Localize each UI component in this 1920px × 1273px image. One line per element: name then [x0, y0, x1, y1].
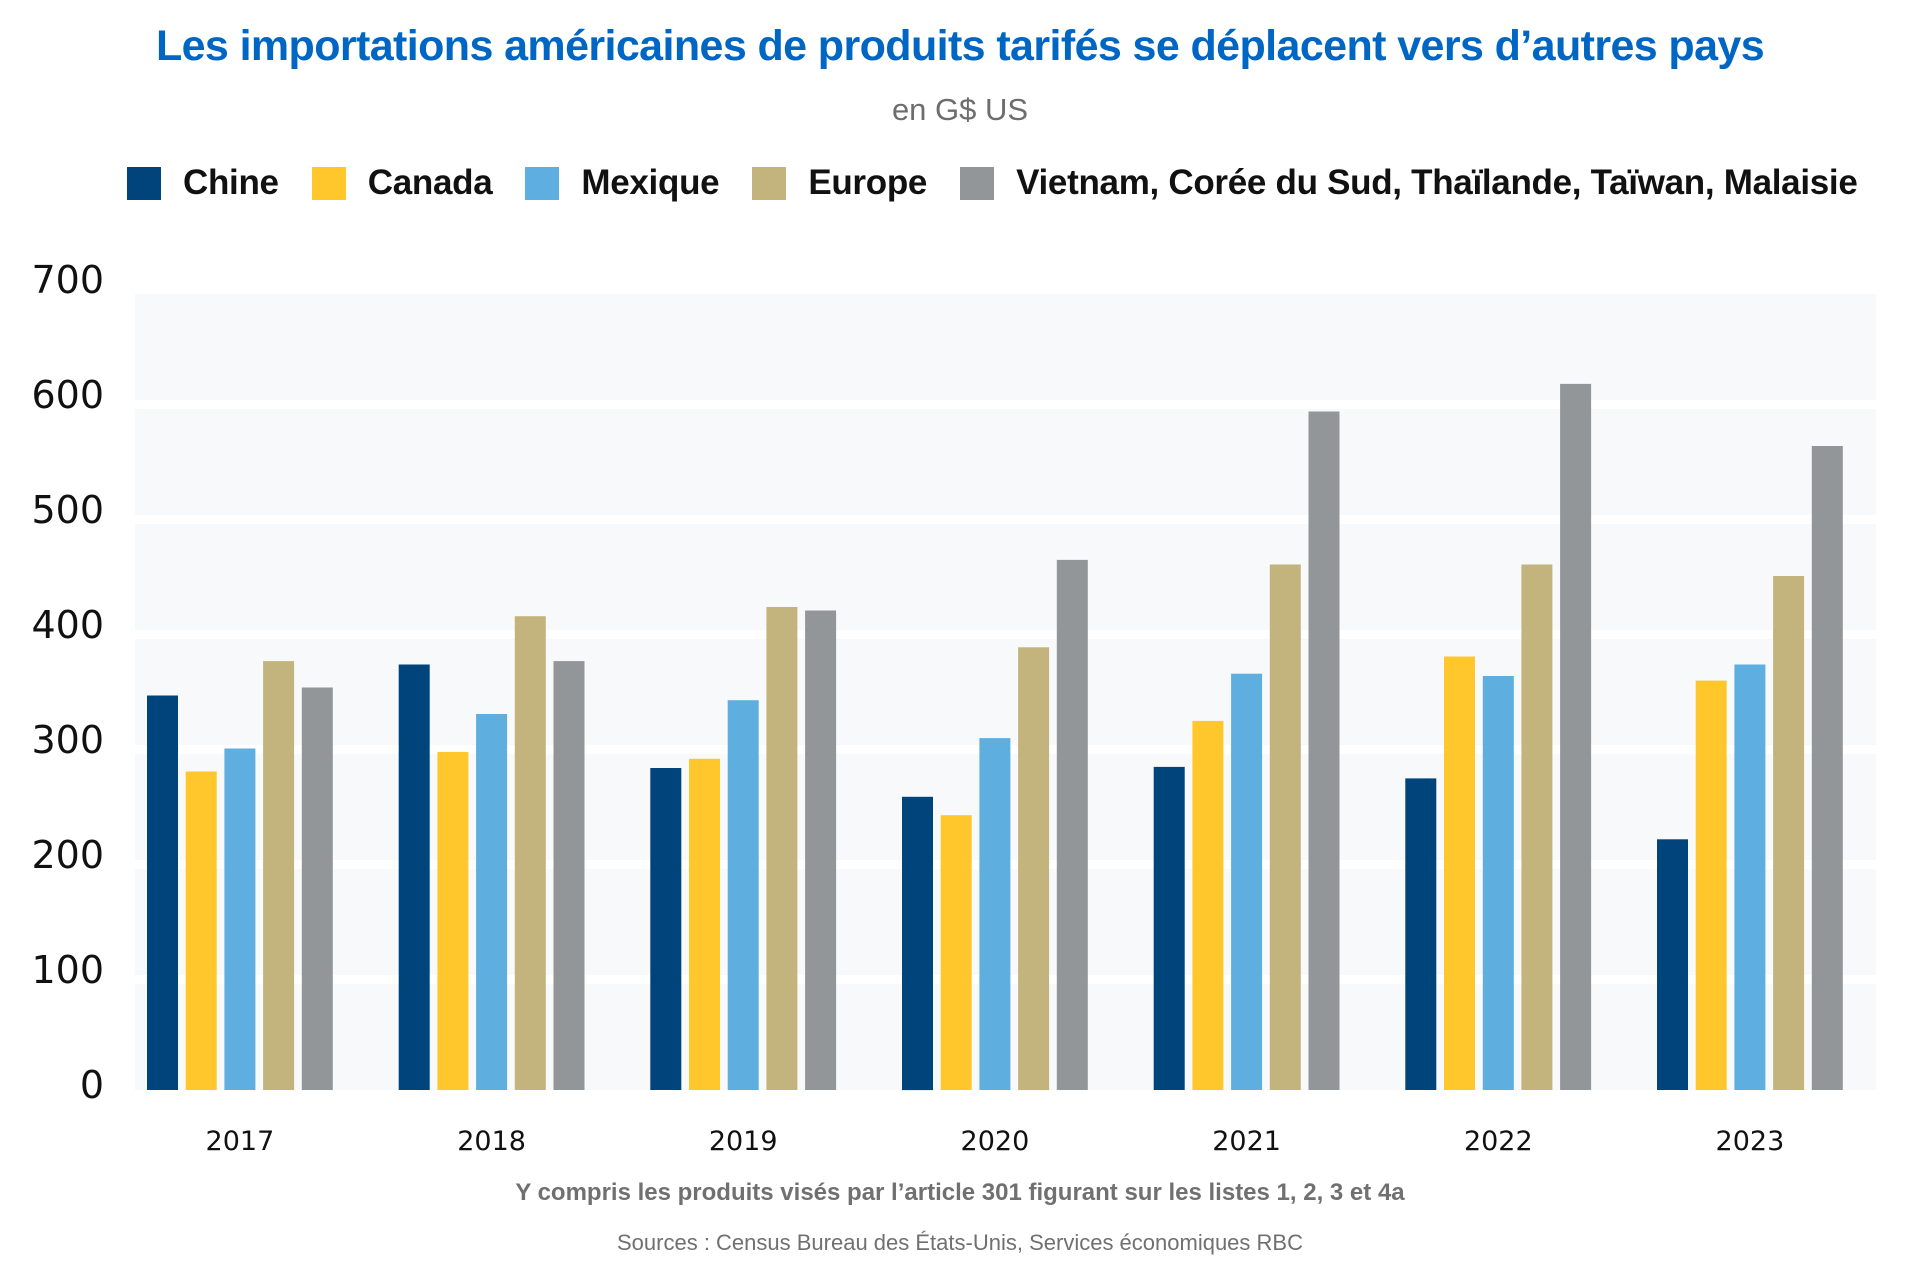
- x-axis: 2017 2018 2019 2020 2021 2022 2023: [206, 1126, 1785, 1157]
- chart-footnote: Y compris les produits visés par l’artic…: [515, 1179, 1405, 1206]
- bar-vietnam-2023: [1811, 446, 1843, 1090]
- legend-item-canada: Canada: [311, 163, 493, 203]
- bar-chine-2021: [1153, 766, 1185, 1090]
- chart-sources: Sources : Census Bureau des États-Unis, …: [617, 1230, 1303, 1255]
- x-tick-label: 2020: [961, 1126, 1030, 1157]
- legend: Chine Canada Mexique Europe Vietnam, Cor…: [127, 163, 1891, 203]
- legend-item-mexique: Mexique: [525, 163, 720, 203]
- legend-item-europe: Europe: [752, 163, 927, 203]
- legend-item-chine: Chine: [127, 163, 279, 203]
- y-tick-label: 300: [31, 718, 104, 762]
- legend-item-asie: Vietnam, Corée du Sud, Thaïlande, Taïwan…: [960, 163, 1858, 203]
- bar-mexique-2023: [1734, 664, 1766, 1090]
- y-tick-label: 600: [31, 373, 104, 417]
- y-tick-label: 700: [31, 258, 104, 302]
- y-tick-label: 0: [80, 1063, 104, 1107]
- bar-canada-2019: [689, 758, 720, 1090]
- legend-label-europe: Europe: [808, 163, 928, 202]
- legend-label-canada: Canada: [367, 163, 493, 202]
- bar-chine-2019: [650, 768, 682, 1090]
- bar-vietnam-2020: [1056, 559, 1088, 1090]
- bar-europe-2019: [766, 607, 798, 1090]
- bar-vietnam-2022: [1560, 383, 1592, 1090]
- bar-chine-2017: [147, 695, 178, 1090]
- bar-europe-2022: [1521, 564, 1553, 1090]
- x-tick-label: 2021: [1212, 1126, 1281, 1157]
- bar-mexique-2017: [224, 748, 256, 1090]
- x-tick-label: 2019: [709, 1126, 778, 1157]
- gridline: [135, 400, 1876, 409]
- bar-vietnam-2021: [1308, 411, 1340, 1090]
- legend-label-mexique: Mexique: [581, 163, 720, 202]
- chart-subtitle: en G$ US: [891, 92, 1029, 127]
- bar-chine-2020: [902, 796, 933, 1091]
- x-tick-label: 2018: [457, 1126, 526, 1157]
- bar-canada-2018: [437, 751, 469, 1090]
- chart-title: Les importations américaines de produits…: [155, 22, 1765, 70]
- y-tick-label: 200: [31, 833, 104, 877]
- bar-vietnam-2019: [805, 610, 837, 1090]
- y-tick-label: 100: [31, 948, 104, 992]
- legend-swatch-asie: [960, 166, 995, 200]
- bar-europe-2020: [1018, 647, 1050, 1091]
- bar-europe-2021: [1269, 564, 1301, 1090]
- bar-chine-2023: [1657, 839, 1688, 1090]
- legend-swatch-canada: [311, 166, 346, 200]
- bar-chine-2022: [1405, 778, 1437, 1090]
- gridline: [135, 285, 1876, 294]
- legend-swatch-europe: [752, 166, 787, 200]
- bar-europe-2017: [263, 661, 295, 1090]
- bar-chine-2018: [398, 664, 430, 1090]
- bar-canada-2021: [1192, 720, 1224, 1090]
- bar-europe-2023: [1773, 576, 1805, 1090]
- bar-canada-2020: [940, 815, 972, 1090]
- bar-canada-2023: [1695, 680, 1727, 1090]
- y-tick-label: 500: [31, 488, 104, 532]
- bar-mexique-2020: [979, 738, 1011, 1090]
- legend-label-asie: Vietnam, Corée du Sud, Thaïlande, Taïwan…: [1016, 163, 1858, 202]
- gridline: [135, 515, 1876, 524]
- bar-mexique-2019: [727, 700, 759, 1090]
- gridline: [135, 630, 1876, 639]
- bar-mexique-2021: [1231, 673, 1263, 1090]
- x-tick-label: 2022: [1464, 1126, 1533, 1157]
- bar-canada-2017: [185, 771, 217, 1090]
- bar-vietnam-2018: [553, 661, 585, 1090]
- legend-swatch-mexique: [525, 166, 560, 200]
- bar-vietnam-2017: [301, 687, 333, 1090]
- bar-canada-2022: [1444, 656, 1475, 1090]
- x-tick-label: 2023: [1716, 1126, 1785, 1157]
- bar-mexique-2018: [476, 714, 508, 1090]
- bar-europe-2018: [514, 616, 546, 1090]
- x-tick-label: 2017: [206, 1126, 275, 1157]
- y-axis: 0 100 200 300 400 500 600 700: [31, 258, 104, 1107]
- bars: [147, 383, 1843, 1091]
- legend-swatch-chine: [127, 166, 161, 200]
- bar-mexique-2022: [1482, 676, 1514, 1090]
- legend-label-chine: Chine: [183, 163, 279, 202]
- y-tick-label: 400: [31, 603, 104, 647]
